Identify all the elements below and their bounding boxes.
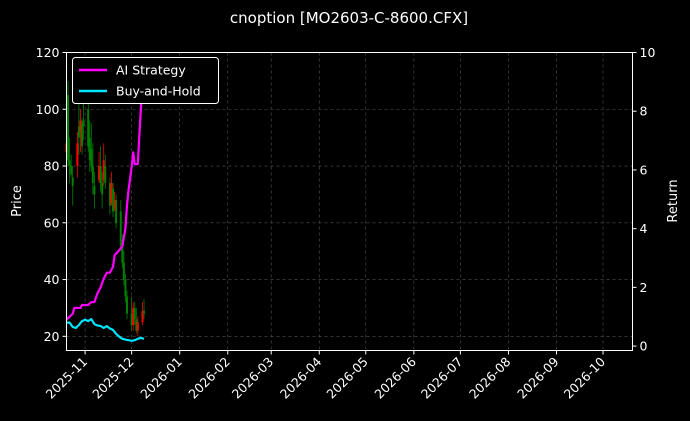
x-tick-label: 2026-06 [371,354,419,402]
right-tick-label: 10 [640,45,656,60]
candle-body [77,126,80,138]
candle-body [82,120,85,127]
plot-frame [66,52,633,351]
x-tick-label: 2026-02 [185,354,233,402]
candle-body [76,143,79,167]
candle-body [98,166,101,181]
right-axis-label: Return [666,179,681,222]
x-tick-label: 2025-12 [89,354,137,402]
candle-body [87,109,90,147]
left-tick-label: 120 [36,45,60,60]
candle-body [99,166,102,184]
candle-body [104,166,107,184]
candle-body [90,148,93,167]
right-tick-label: 0 [640,339,648,354]
x-tick-label: 2026-03 [229,354,277,402]
candle-body [133,307,136,320]
x-tick-label: 2026-01 [137,354,185,402]
candle-body [110,183,113,203]
ai-strategy-line [65,64,146,321]
x-tick-label: 2026-07 [418,354,466,402]
x-tick-label: 2026-05 [323,354,371,402]
right-y-axis: 0 2 4 6 8 10 [632,45,656,354]
left-tick-label: 60 [44,215,60,230]
legend: AI Strategy Buy-and-Hold [72,57,219,104]
candle-body [122,262,125,280]
return-lines [65,64,146,342]
candle-body [70,166,73,175]
candle-body [124,279,127,297]
candlesticks [65,80,146,337]
x-tick-label: 2025-11 [43,354,91,402]
chart-title: cnoption [MO2603-C-8600.CFX] [230,9,468,27]
buy-and-hold-line [66,318,145,342]
candle-body [88,137,91,161]
candle-body [79,120,82,132]
candle-body [125,296,128,314]
candle-body [102,160,105,181]
left-tick-label: 100 [36,102,60,117]
candle-body [135,319,138,331]
legend-label-ai-strategy: AI Strategy [116,63,186,78]
candle-body [121,245,124,263]
right-tick-label: 2 [640,280,648,295]
candle-body [119,211,122,246]
candle-body [130,313,133,325]
left-tick-label: 80 [44,159,60,174]
candle-body [67,95,70,161]
right-tick-label: 6 [640,162,648,177]
candle-body [71,177,74,186]
candle-body [108,183,111,206]
left-y-axis: 20 40 60 80 100 120 [36,45,67,344]
candle-body [141,310,144,323]
candle-body [136,322,139,331]
candle-body [91,166,94,184]
left-tick-label: 20 [44,329,60,344]
x-tick-label: 2026-09 [514,354,562,402]
candle-body [113,200,116,209]
candle-body [143,310,146,314]
x-tick-label: 2026-08 [466,354,514,402]
right-tick-label: 4 [640,221,648,236]
right-tick-label: 8 [640,104,648,119]
legend-box [72,57,219,104]
x-tick-label: 2026-04 [277,354,325,402]
left-axis-label: Price [10,185,25,217]
candle-body [68,160,71,167]
candle-body [101,183,104,195]
candle-body [81,123,84,147]
candle-body [115,200,118,223]
candle-body [93,185,96,195]
x-tick-label: 2026-10 [561,354,609,402]
left-tick-label: 40 [44,272,60,287]
candle-body [112,188,115,212]
candle-body [132,307,135,325]
legend-label-buy-and-hold: Buy-and-Hold [116,84,201,99]
